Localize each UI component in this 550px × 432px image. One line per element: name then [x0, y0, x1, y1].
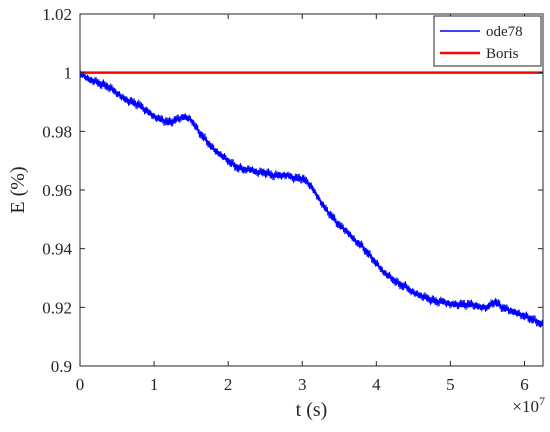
plot-frame: [79, 13, 544, 367]
x-axis-exponent-base: ×10: [512, 397, 539, 416]
y-tick-label: 1.02: [42, 5, 72, 24]
x-tick-label: 4: [372, 375, 381, 394]
legend-box: [433, 15, 542, 67]
series-layer: [80, 70, 543, 328]
x-tick-label: 2: [224, 375, 233, 394]
y-tick-label: 1: [64, 64, 73, 83]
x-axis-exponent-power: 7: [539, 394, 545, 408]
labels-layer: 0 1 2 3 4 5 6 0.9 0.92 0.94 0.96 0.98 1 1.02: [42, 5, 528, 394]
y-tick-label: 0.98: [42, 122, 72, 141]
x-tick-label: 5: [446, 375, 455, 394]
legend-label-ode78: ode78: [486, 24, 523, 40]
x-tick-label: 1: [150, 375, 159, 394]
plot-area: [79, 13, 544, 367]
legend: ode78 Boris: [433, 15, 542, 67]
y-tick-label: 0.96: [42, 181, 72, 200]
x-axis-exponent: ×107: [512, 394, 545, 416]
legend-label-boris: Boris: [486, 46, 519, 62]
x-tick-label: 6: [520, 375, 529, 394]
x-axis-label: t (s): [296, 399, 328, 421]
y-tick-label: 0.92: [42, 298, 72, 317]
y-tick-label: 0.94: [42, 240, 72, 259]
y-axis-label: E (%): [7, 166, 29, 213]
x-tick-label: 0: [76, 375, 85, 394]
x-tick-label: 3: [298, 375, 307, 394]
series-line-ode78: [80, 70, 543, 328]
y-tick-label: 0.9: [51, 357, 72, 376]
